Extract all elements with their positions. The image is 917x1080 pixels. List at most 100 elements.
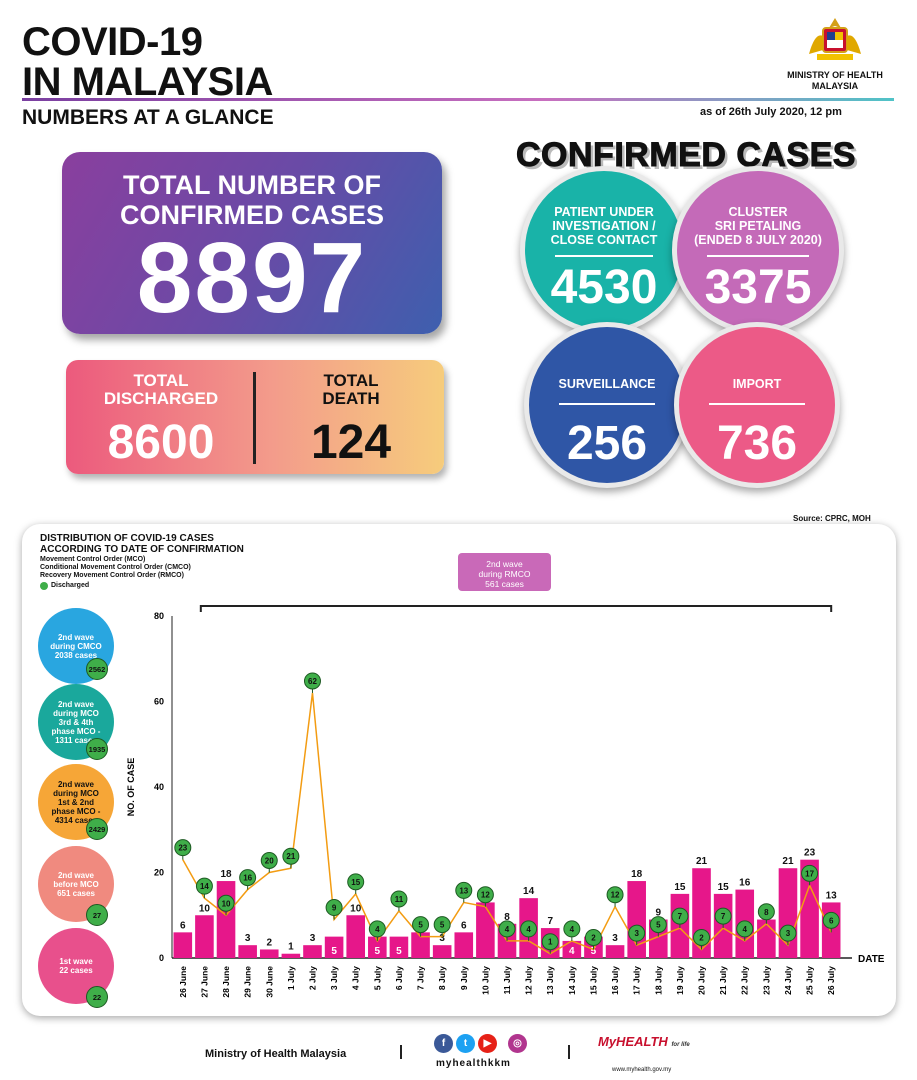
rmco-bracket (199, 605, 833, 612)
rmco-wave-box: 2nd wave during RMCO 561 cases (458, 553, 551, 591)
bar (800, 859, 819, 958)
discharged-value-label: 2 (591, 933, 596, 942)
discharged-point (282, 847, 300, 865)
social-handle[interactable]: myhealthkkm (436, 1058, 511, 1069)
x-tick-label: 7 July (416, 966, 426, 990)
discharged-value-label: 15 (351, 878, 360, 887)
myhealth-tagline: for life (671, 1042, 690, 1048)
bar (757, 919, 776, 958)
bubble-import: IMPORT 736 (674, 322, 840, 488)
bar-value-label: 3 (310, 933, 316, 944)
instagram-icon[interactable]: ◎ (508, 1034, 527, 1053)
discharged-value-label: 4 (505, 925, 510, 934)
discharged-value-label: 4 (526, 925, 531, 934)
x-tick-label: 19 July (675, 966, 685, 995)
bar (324, 936, 344, 958)
bar-value-label: 4 (569, 946, 575, 957)
discharged-value-label: 10 (222, 899, 231, 908)
bubble-value: 4530 (550, 261, 658, 314)
discharged-value-label: 4 (375, 925, 380, 934)
facebook-icon[interactable]: f (434, 1034, 453, 1053)
x-tick-label: 26 July (826, 966, 836, 995)
x-tick-label: 27 June (199, 966, 209, 998)
discharged-value-label: 8 (764, 908, 769, 917)
x-tick-label: 13 July (545, 966, 555, 995)
x-tick-label: 6 July (394, 966, 404, 990)
title-line1: COVID-19 (22, 20, 203, 64)
legend-rmco-label: Recovery Movement Control Order (RMCO) (40, 572, 184, 579)
divider (253, 372, 256, 464)
page-subtitle: NUMBERS AT A GLANCE (22, 106, 274, 129)
legend-discharged-label: Discharged (51, 582, 90, 589)
coat-of-arms-icon (809, 18, 861, 60)
source-note: Source: CPRC, MOH (793, 514, 871, 523)
wave-discharged-badge: 1935 (86, 738, 108, 760)
discharged-point (239, 869, 257, 887)
footer-ministry: Ministry of Health Malaysia (205, 1048, 347, 1060)
y-tick-label: 40 (154, 782, 164, 792)
legend-mco: Movement Control Order (MCO) (40, 556, 145, 564)
bubble-label: IMPORT (732, 377, 782, 391)
twitter-icon[interactable]: t (456, 1034, 475, 1053)
myhealth-logo-text: MyHEALTH (598, 1034, 668, 1049)
bar (303, 945, 322, 958)
discharged-point (822, 911, 840, 929)
x-tick-label: 3 July (329, 966, 339, 990)
bar-value-label: 5 (375, 946, 381, 957)
bar (238, 945, 257, 958)
bar-value-label: 23 (804, 848, 816, 859)
discharged-dot-icon (40, 582, 48, 590)
discharged-value-label: 17 (805, 869, 814, 878)
discharged-value-label: 11 (395, 895, 404, 904)
bar-value-label: 15 (718, 882, 730, 893)
y-tick-label: 60 (154, 697, 164, 707)
discharged-value-label: 3 (634, 929, 639, 938)
bar-value-label: 9 (656, 908, 662, 919)
x-tick-label: 16 July (610, 966, 620, 995)
bar (368, 936, 387, 958)
bar (216, 881, 236, 958)
discharged-value-label: 5 (440, 921, 445, 930)
discharged-value-label: 13 (459, 886, 468, 895)
x-tick-label: 24 July (783, 966, 793, 995)
wave-discharged-badge: 22 (86, 986, 108, 1008)
discharged-value-label: 1 (548, 938, 553, 947)
discharged-value-label: 5 (418, 921, 423, 930)
bar-value-label: 14 (523, 886, 535, 897)
bar-value-label: 6 (461, 920, 467, 931)
discharged-value-label: 5 (656, 921, 661, 930)
x-tick-label: 8 July (437, 966, 447, 990)
bubble-cluster-sri-petaling: CLUSTER SRI PETALING (ENDED 8 JULY 2020)… (672, 166, 844, 334)
bar-value-label: 7 (547, 916, 553, 927)
discharged-value-label: 12 (611, 891, 620, 900)
x-tick-label: 18 July (653, 966, 663, 995)
x-tick-label: 29 June (243, 966, 253, 998)
bubble-value: 736 (716, 417, 798, 470)
title-line2: IN MALAYSIA (22, 60, 273, 104)
y-tick-label: 0 (159, 953, 164, 963)
ministry-label: MINISTRY OF HEALTH MALAYSIA (787, 70, 883, 91)
legend-mco-label: Movement Control Order (MCO) (40, 556, 146, 563)
legend-cmco-label: Conditional Movement Control Order (CMCO… (40, 564, 191, 571)
x-tick-label: 1 July (286, 966, 296, 990)
total-confirmed-label: TOTAL NUMBER OF CONFIRMED CASES (119, 170, 384, 230)
legend-rmco: Recovery Movement Control Order (RMCO) (40, 572, 184, 580)
discharged-point (541, 933, 559, 951)
y-tick-label: 20 (154, 868, 164, 878)
myhealth-url[interactable]: www.myhealth.gov.my (612, 1067, 672, 1073)
bar-value-label: 18 (220, 869, 232, 880)
wave-discharged-badge: 2429 (86, 818, 108, 840)
bubble-close-contact: PATIENT UNDER INVESTIGATION / CLOSE CONT… (520, 166, 688, 334)
discharged-value-label: 7 (678, 912, 683, 921)
x-tick-label: 12 July (524, 966, 534, 995)
bar-value-label: 1 (288, 942, 294, 953)
bubble-surveillance: SURVEILLANCE 256 (524, 322, 690, 488)
header-rule (22, 98, 894, 101)
discharged-label: TOTAL DISCHARGED (103, 371, 219, 408)
bar-value-label: 15 (674, 882, 686, 893)
discharged-value-label: 20 (265, 857, 274, 866)
youtube-icon[interactable]: ▶ (478, 1034, 497, 1053)
bar (389, 936, 409, 958)
x-tick-label: 10 July (480, 966, 490, 995)
bar-value-label: 5 (591, 946, 597, 957)
